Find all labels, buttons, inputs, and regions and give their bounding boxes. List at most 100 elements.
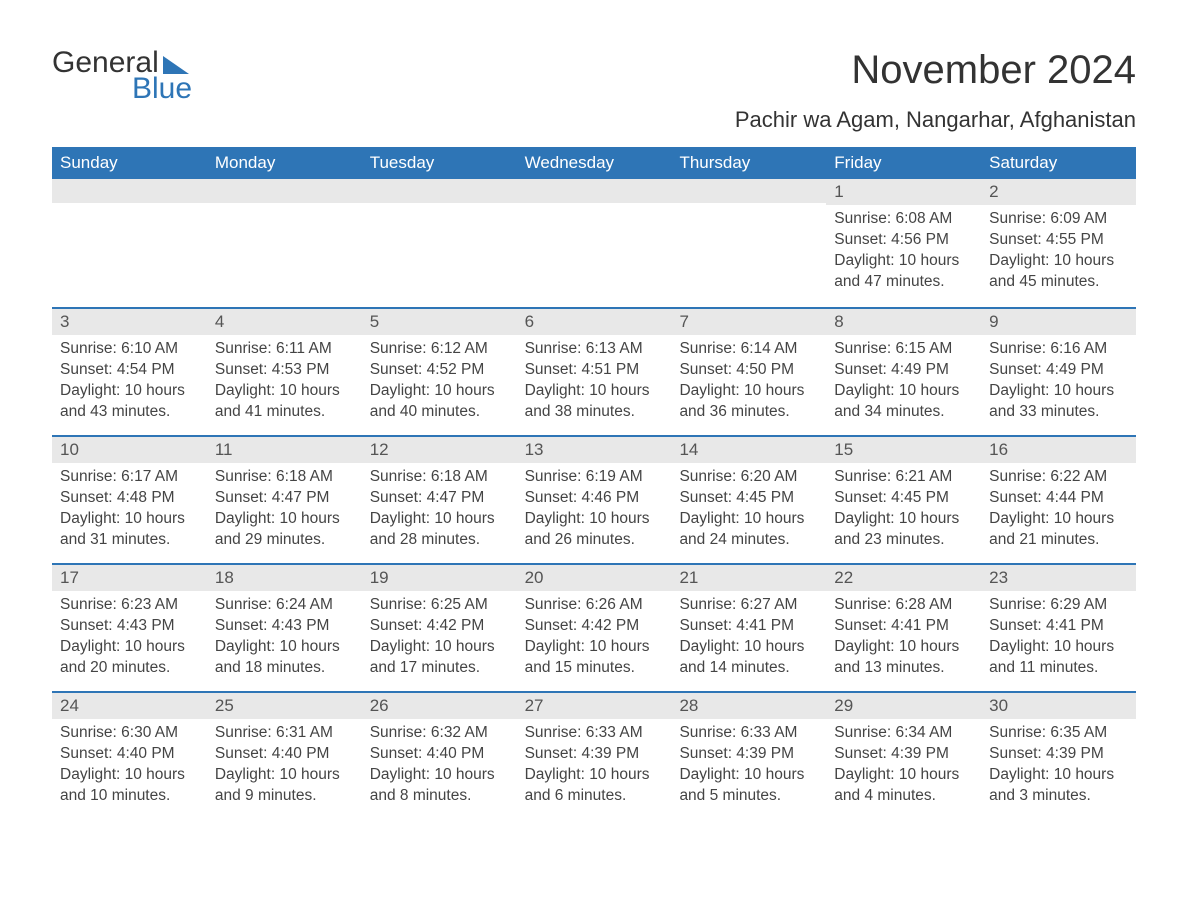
day-number: 10 [52, 437, 207, 463]
sunset-text: Sunset: 4:50 PM [679, 360, 818, 381]
daylight-text: Daylight: 10 hours and 31 minutes. [60, 509, 199, 551]
daylight-text: Daylight: 10 hours and 36 minutes. [679, 381, 818, 423]
day-body: Sunrise: 6:11 AMSunset: 4:53 PMDaylight:… [207, 335, 362, 433]
logo-word2: Blue [132, 74, 192, 104]
day-body: Sunrise: 6:22 AMSunset: 4:44 PMDaylight:… [981, 463, 1136, 561]
sunset-text: Sunset: 4:49 PM [989, 360, 1128, 381]
sunrise-text: Sunrise: 6:08 AM [834, 209, 973, 230]
daylight-text: Daylight: 10 hours and 13 minutes. [834, 637, 973, 679]
sunset-text: Sunset: 4:45 PM [834, 488, 973, 509]
sunrise-text: Sunrise: 6:14 AM [679, 339, 818, 360]
daylight-text: Daylight: 10 hours and 10 minutes. [60, 765, 199, 807]
day-cell: 1Sunrise: 6:08 AMSunset: 4:56 PMDaylight… [826, 179, 981, 307]
sunrise-text: Sunrise: 6:12 AM [370, 339, 509, 360]
day-number [52, 179, 207, 203]
daylight-text: Daylight: 10 hours and 34 minutes. [834, 381, 973, 423]
daylight-text: Daylight: 10 hours and 47 minutes. [834, 251, 973, 293]
day-body: Sunrise: 6:25 AMSunset: 4:42 PMDaylight:… [362, 591, 517, 689]
day-cell: 7 Sunrise: 6:14 AMSunset: 4:50 PMDaylight… [671, 309, 826, 435]
day-number: 13 [517, 437, 672, 463]
sunset-text: Sunset: 4:48 PM [60, 488, 199, 509]
calendar: SundayMondayTuesdayWednesdayThursdayFrid… [52, 147, 1136, 819]
day-body: Sunrise: 6:12 AMSunset: 4:52 PMDaylight:… [362, 335, 517, 433]
sunset-text: Sunset: 4:51 PM [525, 360, 664, 381]
day-body: Sunrise: 6:24 AMSunset: 4:43 PMDaylight:… [207, 591, 362, 689]
day-body: Sunrise: 6:33 AMSunset: 4:39 PMDaylight:… [671, 719, 826, 817]
sunset-text: Sunset: 4:49 PM [834, 360, 973, 381]
sunset-text: Sunset: 4:46 PM [525, 488, 664, 509]
daylight-text: Daylight: 10 hours and 45 minutes. [989, 251, 1128, 293]
title-block: November 2024 Pachir wa Agam, Nangarhar,… [735, 48, 1136, 133]
day-cell: 16Sunrise: 6:22 AMSunset: 4:44 PMDayligh… [981, 437, 1136, 563]
day-number: 24 [52, 693, 207, 719]
day-cell: 27Sunrise: 6:33 AMSunset: 4:39 PMDayligh… [517, 693, 672, 819]
sunrise-text: Sunrise: 6:30 AM [60, 723, 199, 744]
day-cell: 19Sunrise: 6:25 AMSunset: 4:42 PMDayligh… [362, 565, 517, 691]
daylight-text: Daylight: 10 hours and 14 minutes. [679, 637, 818, 679]
day-number: 19 [362, 565, 517, 591]
sunset-text: Sunset: 4:39 PM [525, 744, 664, 765]
day-number: 21 [671, 565, 826, 591]
day-number: 25 [207, 693, 362, 719]
day-cell: 24Sunrise: 6:30 AMSunset: 4:40 PMDayligh… [52, 693, 207, 819]
daylight-text: Daylight: 10 hours and 6 minutes. [525, 765, 664, 807]
day-body: Sunrise: 6:20 AMSunset: 4:45 PMDaylight:… [671, 463, 826, 561]
header: General Blue November 2024 Pachir wa Aga… [52, 48, 1136, 133]
daylight-text: Daylight: 10 hours and 29 minutes. [215, 509, 354, 551]
sunrise-text: Sunrise: 6:29 AM [989, 595, 1128, 616]
daylight-text: Daylight: 10 hours and 21 minutes. [989, 509, 1128, 551]
sunrise-text: Sunrise: 6:26 AM [525, 595, 664, 616]
sunrise-text: Sunrise: 6:33 AM [679, 723, 818, 744]
day-cell [207, 179, 362, 307]
day-number: 20 [517, 565, 672, 591]
day-number: 7 [671, 309, 826, 335]
week-row: 3Sunrise: 6:10 AMSunset: 4:54 PMDaylight… [52, 307, 1136, 435]
sunrise-text: Sunrise: 6:35 AM [989, 723, 1128, 744]
day-number: 3 [52, 309, 207, 335]
sunset-text: Sunset: 4:42 PM [525, 616, 664, 637]
day-body: Sunrise: 6:13 AMSunset: 4:51 PMDaylight:… [517, 335, 672, 433]
sunrise-text: Sunrise: 6:11 AM [215, 339, 354, 360]
day-body: Sunrise: 6:09 AMSunset: 4:55 PMDaylight:… [981, 205, 1136, 303]
day-number: 23 [981, 565, 1136, 591]
weekday-header: Thursday [671, 147, 826, 179]
day-cell: 12Sunrise: 6:18 AMSunset: 4:47 PMDayligh… [362, 437, 517, 563]
day-number [207, 179, 362, 203]
day-body: Sunrise: 6:28 AMSunset: 4:41 PMDaylight:… [826, 591, 981, 689]
day-number: 14 [671, 437, 826, 463]
sunset-text: Sunset: 4:43 PM [215, 616, 354, 637]
day-number [362, 179, 517, 203]
location-text: Pachir wa Agam, Nangarhar, Afghanistan [735, 107, 1136, 133]
sunrise-text: Sunrise: 6:32 AM [370, 723, 509, 744]
sunset-text: Sunset: 4:39 PM [834, 744, 973, 765]
day-cell: 20Sunrise: 6:26 AMSunset: 4:42 PMDayligh… [517, 565, 672, 691]
day-number: 1 [826, 179, 981, 205]
day-number: 11 [207, 437, 362, 463]
sunrise-text: Sunrise: 6:15 AM [834, 339, 973, 360]
day-number: 30 [981, 693, 1136, 719]
daylight-text: Daylight: 10 hours and 23 minutes. [834, 509, 973, 551]
sunset-text: Sunset: 4:43 PM [60, 616, 199, 637]
day-cell: 2Sunrise: 6:09 AMSunset: 4:55 PMDaylight… [981, 179, 1136, 307]
sunrise-text: Sunrise: 6:31 AM [215, 723, 354, 744]
daylight-text: Daylight: 10 hours and 5 minutes. [679, 765, 818, 807]
daylight-text: Daylight: 10 hours and 9 minutes. [215, 765, 354, 807]
day-cell [52, 179, 207, 307]
day-body: Sunrise: 6:17 AMSunset: 4:48 PMDaylight:… [52, 463, 207, 561]
sunset-text: Sunset: 4:40 PM [370, 744, 509, 765]
day-number: 8 [826, 309, 981, 335]
sunrise-text: Sunrise: 6:10 AM [60, 339, 199, 360]
day-body: Sunrise: 6:30 AMSunset: 4:40 PMDaylight:… [52, 719, 207, 817]
day-body: Sunrise: 6:18 AMSunset: 4:47 PMDaylight:… [362, 463, 517, 561]
day-cell: 21Sunrise: 6:27 AMSunset: 4:41 PMDayligh… [671, 565, 826, 691]
day-number: 2 [981, 179, 1136, 205]
day-body: Sunrise: 6:15 AMSunset: 4:49 PMDaylight:… [826, 335, 981, 433]
sunset-text: Sunset: 4:47 PM [370, 488, 509, 509]
day-cell: 8Sunrise: 6:15 AMSunset: 4:49 PMDaylight… [826, 309, 981, 435]
day-cell [671, 179, 826, 307]
sunrise-text: Sunrise: 6:13 AM [525, 339, 664, 360]
weekday-header: Sunday [52, 147, 207, 179]
weekday-header: Friday [826, 147, 981, 179]
day-number: 28 [671, 693, 826, 719]
daylight-text: Daylight: 10 hours and 38 minutes. [525, 381, 664, 423]
